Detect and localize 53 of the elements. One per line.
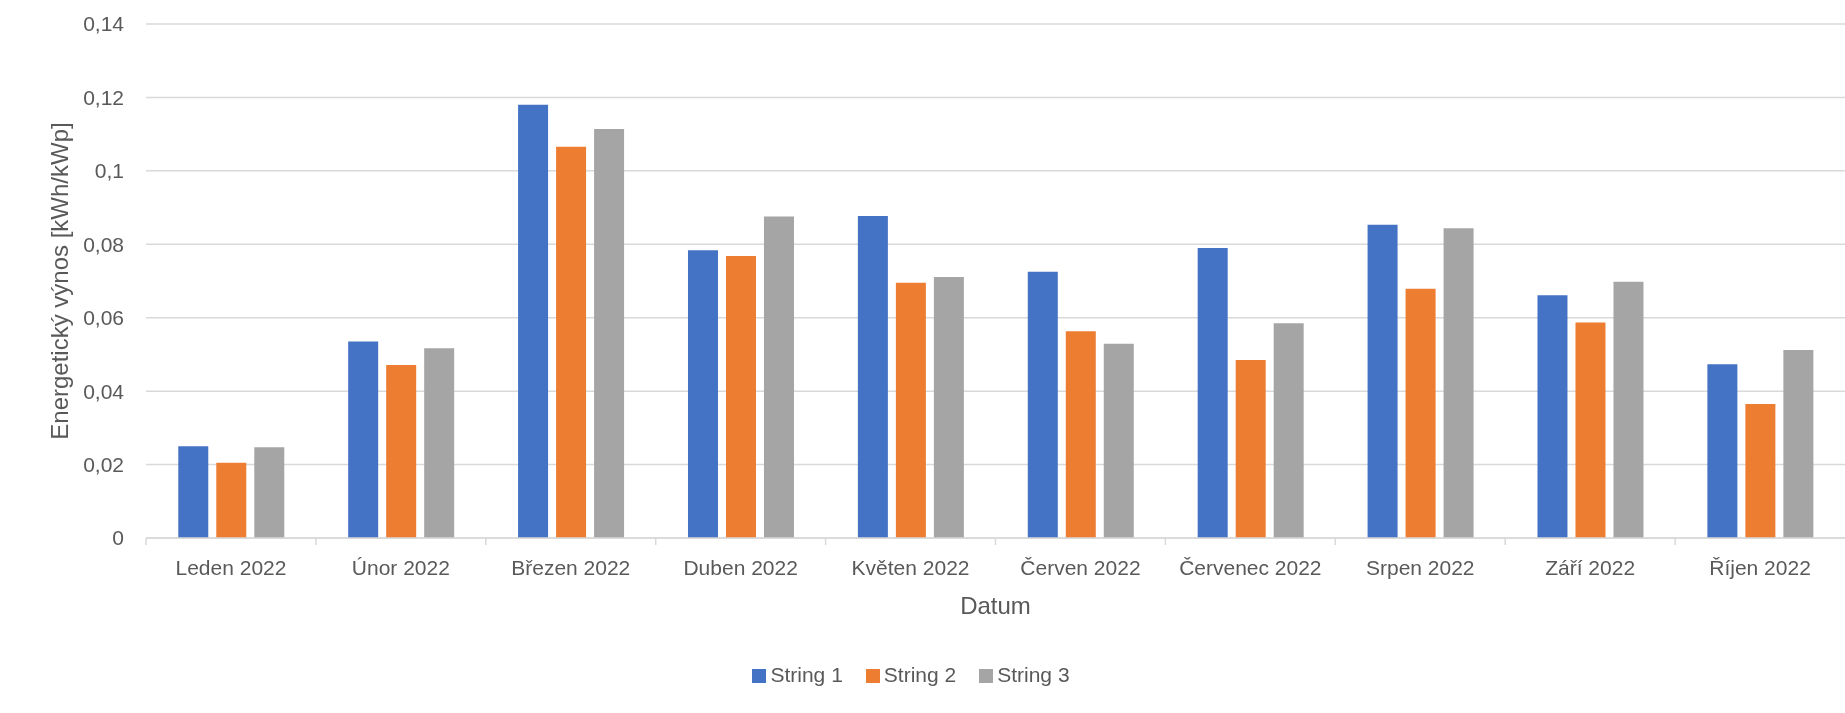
- bar: [1065, 331, 1096, 538]
- y-tick-label: 0,02: [83, 453, 124, 477]
- bar: [254, 447, 285, 538]
- x-tick-label: Červenec 2022: [1179, 555, 1322, 579]
- legend-label: String 1: [770, 663, 843, 686]
- bar: [1197, 247, 1228, 538]
- bar: [1745, 403, 1776, 538]
- x-tick-label: Červen 2022: [1020, 555, 1141, 579]
- bar: [687, 250, 718, 538]
- bar: [1273, 323, 1304, 538]
- bar: [1405, 288, 1436, 538]
- x-tick-label: Září 2022: [1545, 555, 1636, 579]
- legend-label: String 3: [997, 663, 1070, 686]
- bar: [348, 341, 379, 538]
- bar: [895, 282, 926, 538]
- y-tick-label: 0,06: [83, 306, 124, 330]
- y-tick-label: 0,14: [83, 12, 125, 36]
- bar: [1613, 281, 1644, 538]
- bar: [933, 276, 964, 538]
- bar: [763, 216, 794, 538]
- x-tick-label: Únor 2022: [351, 555, 450, 579]
- bar: [178, 446, 209, 538]
- bar: [1367, 224, 1398, 538]
- y-axis-title: Energetický výnos [kWh/kWp]: [45, 122, 73, 440]
- bar: [857, 216, 888, 538]
- x-tick-label: Leden 2022: [175, 555, 287, 579]
- x-axis-title: Datum: [960, 591, 1031, 619]
- x-tick-label: Květen 2022: [851, 555, 970, 579]
- bar: [1235, 359, 1266, 538]
- bar: [518, 104, 549, 538]
- bar: [1103, 343, 1134, 538]
- x-tick-label: Duben 2022: [683, 555, 798, 579]
- bar: [1443, 228, 1474, 538]
- bar: [1537, 295, 1568, 538]
- bar: [424, 348, 455, 538]
- bar: [1027, 271, 1058, 538]
- bar: [594, 129, 625, 538]
- x-tick-label: Březen 2022: [511, 555, 631, 579]
- bar: [386, 365, 417, 538]
- x-tick-label: Říjen 2022: [1709, 555, 1811, 579]
- bar: [556, 146, 587, 538]
- x-tick-label: Srpen 2022: [1365, 555, 1475, 579]
- y-tick-label: 0,1: [94, 159, 124, 183]
- legend-label: String 2: [883, 663, 957, 686]
- y-tick-label: 0,12: [83, 85, 124, 109]
- bar: [1575, 322, 1606, 538]
- bar: [1783, 350, 1814, 538]
- y-tick-label: 0,08: [83, 232, 124, 256]
- bar: [216, 462, 247, 538]
- bar: [1707, 364, 1738, 538]
- y-tick-label: 0,04: [83, 379, 125, 403]
- y-tick-label: 0: [112, 526, 124, 550]
- bar: [725, 256, 756, 538]
